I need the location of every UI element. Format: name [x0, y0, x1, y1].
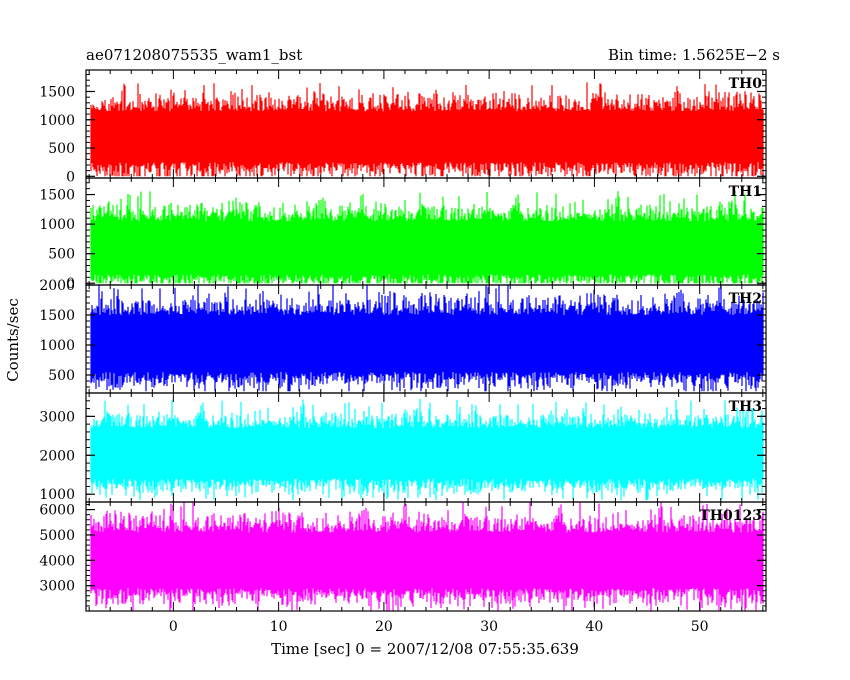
y-tick-label: 1500 — [39, 84, 75, 100]
series-th2 — [90, 285, 764, 392]
panel-label: TH2 — [729, 291, 762, 307]
series-th0123 — [90, 502, 764, 611]
y-tick-label: 2000 — [39, 448, 75, 464]
y-tick-label: 3000 — [39, 409, 75, 425]
y-tick-label: 1000 — [39, 338, 75, 354]
y-tick-label: 1000 — [39, 113, 75, 129]
y-tick-label: 3000 — [39, 579, 75, 595]
y-tick-label: 500 — [48, 247, 75, 263]
series-th1 — [90, 190, 764, 284]
panel-th0: 0 500 1000 1500 TH0 — [39, 69, 767, 185]
panel-label: TH1 — [729, 184, 762, 200]
panel-th3: 1000 2000 3000 TH3 — [39, 392, 767, 503]
x-tick-label: 10 — [270, 619, 288, 635]
panel-th1: 0 500 1000 1500 TH1 — [39, 177, 767, 292]
y-tick-label: 0 — [66, 169, 75, 185]
series-th3 — [90, 399, 764, 501]
x-tick-label: 50 — [691, 619, 709, 635]
panels: 0 500 1000 1500 TH0 0 500 1000 1500 TH1 500 1000 150… — [39, 69, 767, 612]
x-tick-label: 40 — [586, 619, 604, 635]
y-tick-label: 0 — [66, 276, 75, 292]
y-tick-label: 4000 — [39, 553, 75, 569]
y-tick-label: 6000 — [39, 503, 75, 519]
y-tick-label: 2000 — [39, 278, 75, 294]
x-tick-label: 0 — [169, 619, 178, 635]
x-tick-label: 20 — [375, 619, 393, 635]
panel-label: TH0123 — [699, 508, 762, 524]
y-tick-label: 500 — [48, 141, 75, 157]
y-tick-label: 1000 — [39, 217, 75, 233]
panel-th0123: 3000 4000 5000 6000 TH0123 — [39, 501, 767, 612]
x-axis: 0 10 20 30 40 50 — [169, 619, 709, 635]
panel-th2: 500 1000 1500 2000 TH2 — [39, 278, 767, 394]
y-axis-label: Counts/sec — [4, 298, 22, 382]
bin-time-label: Bin time: 1.5625E−2 s — [608, 46, 780, 64]
x-axis-label: Time [sec] 0 = 2007/12/08 07:55:35.639 — [271, 640, 579, 658]
y-tick-label: 5000 — [39, 528, 75, 544]
y-tick-label: 1000 — [39, 487, 75, 503]
panel-label: TH3 — [729, 399, 762, 415]
panel-label: TH0 — [729, 76, 763, 92]
series-th0 — [90, 82, 764, 177]
y-tick-label: 1500 — [39, 308, 75, 324]
x-tick-label: 30 — [480, 619, 498, 635]
chart-title: ae071208075535_wam1_bst — [86, 46, 302, 64]
y-tick-label: 1500 — [39, 188, 75, 204]
y-tick-label: 500 — [48, 368, 75, 384]
